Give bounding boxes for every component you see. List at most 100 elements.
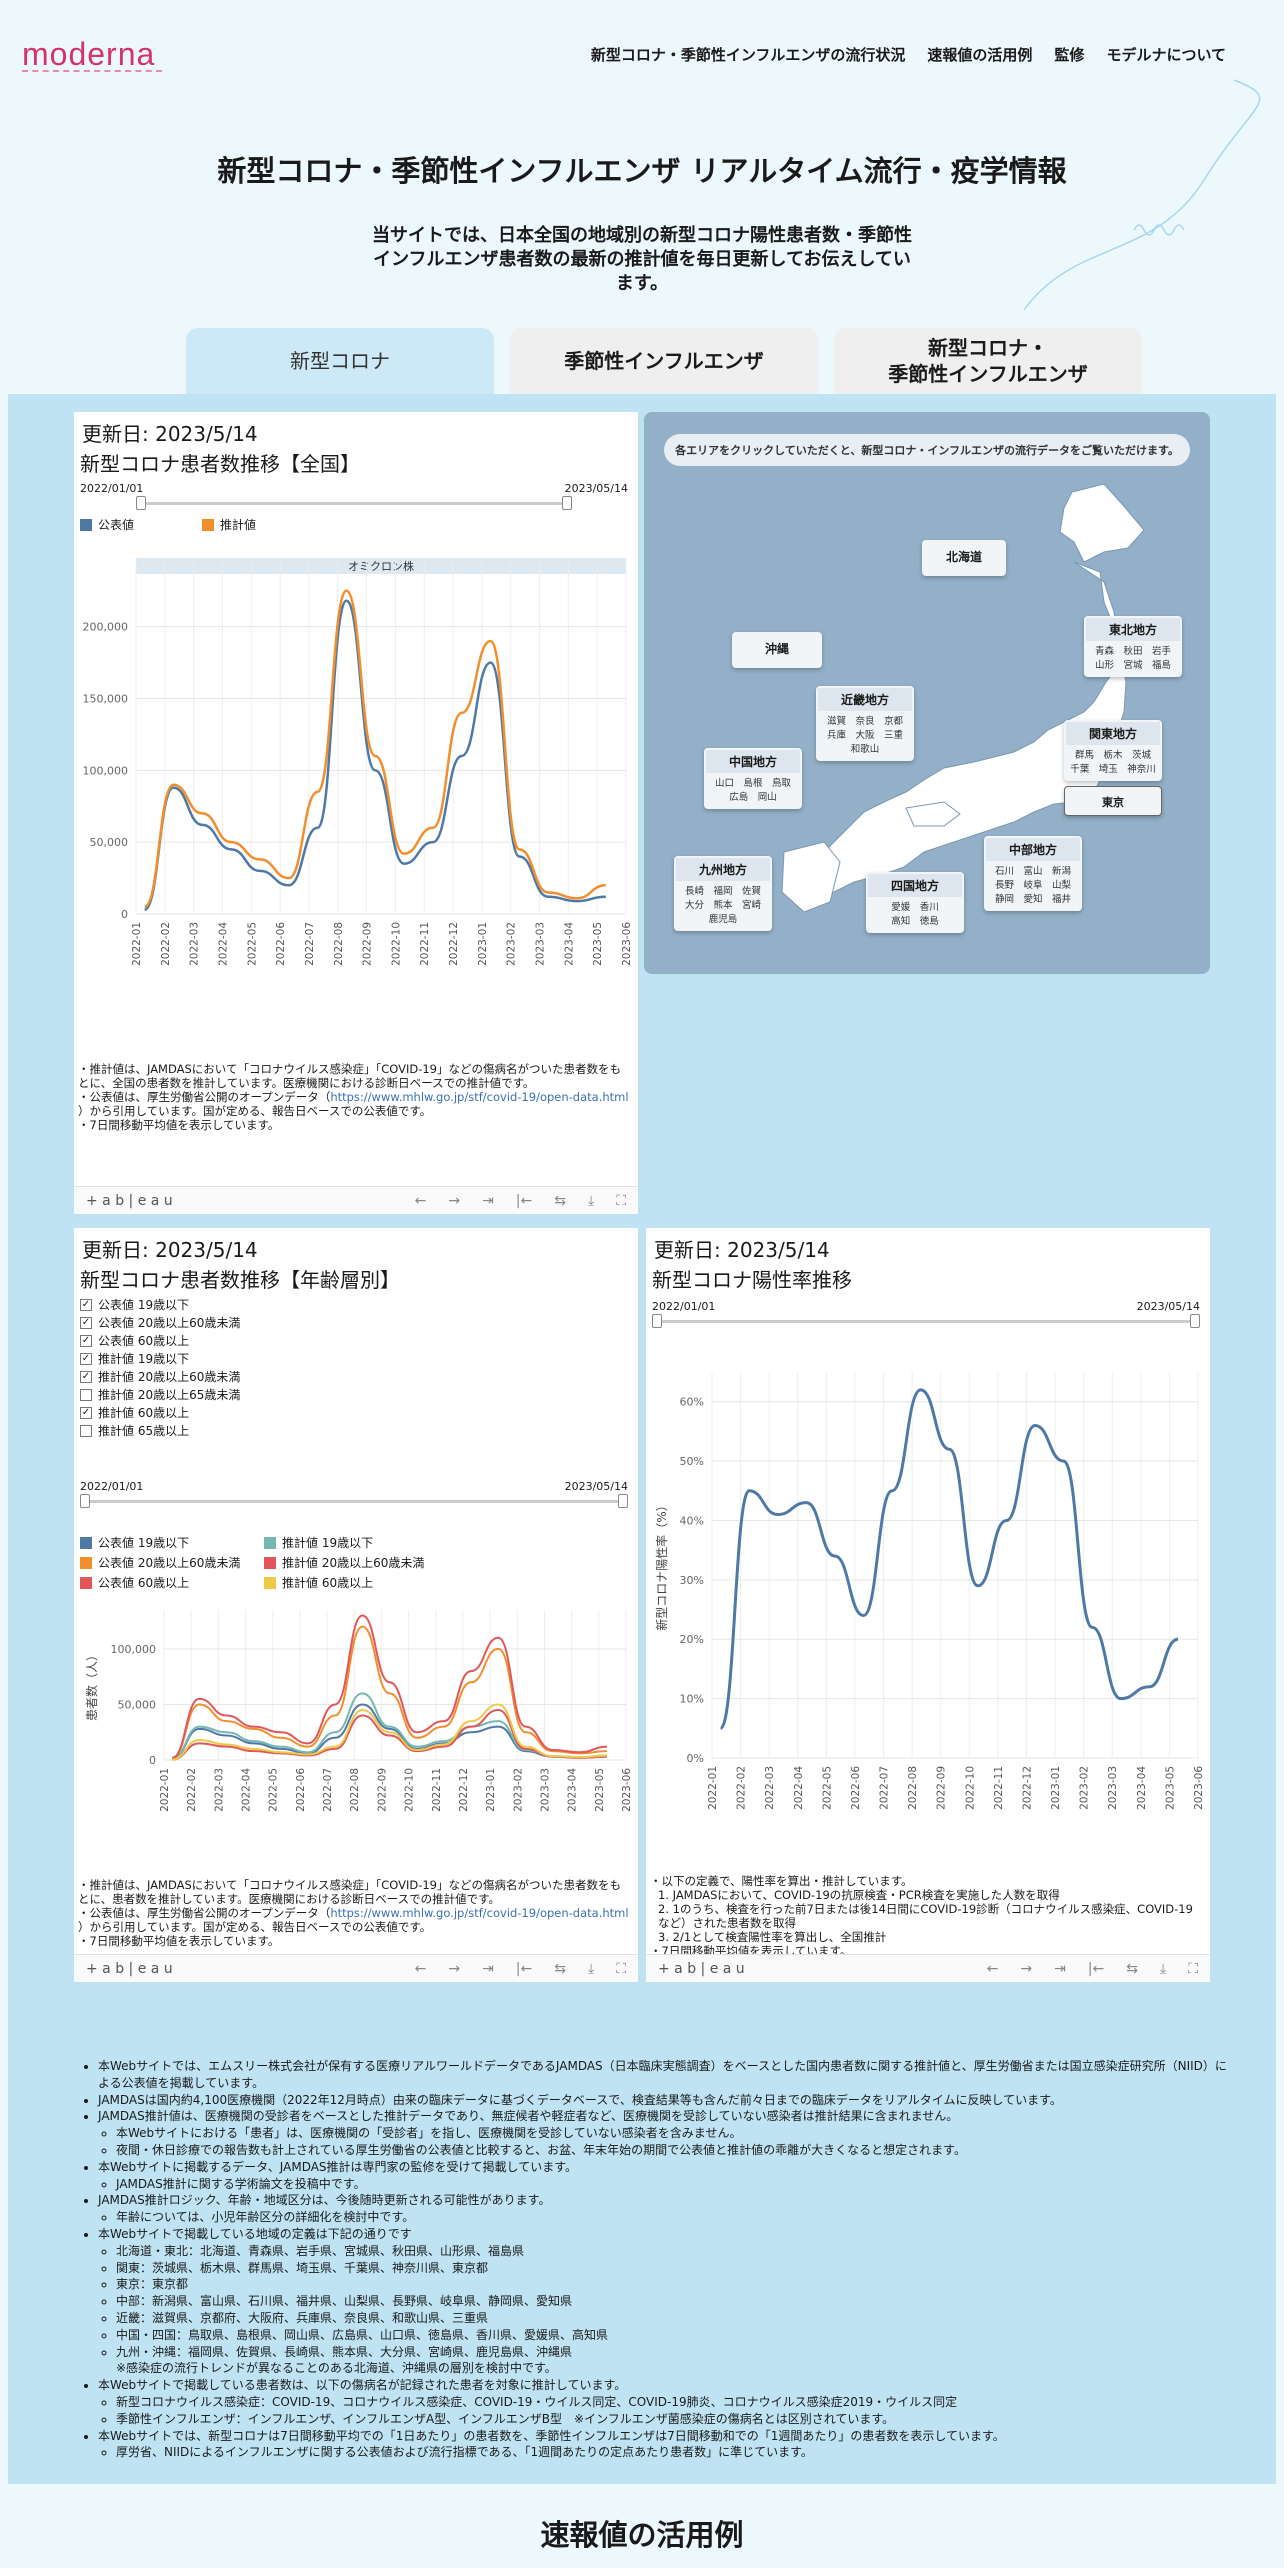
range-end: 2023/05/14 [564, 482, 628, 495]
y-tick-label: 0 [149, 1754, 156, 1767]
share-icon[interactable]: ⇆ [554, 1960, 566, 1977]
region-hokkaido[interactable]: 北海道 [922, 540, 1006, 576]
open-data-link[interactable]: https://www.mhlw.go.jp/stf/covid-19/open… [330, 1090, 629, 1104]
legend-item[interactable]: 推計値 20歳以上60歳未満 [264, 1554, 424, 1571]
region-kyushu[interactable]: 九州地方 長崎 福岡 佐賀 大分 熊本 宮崎 鹿児島 [674, 856, 772, 931]
redo-icon[interactable]: → [448, 1192, 461, 1209]
revert-icon[interactable]: ⇥ [482, 1960, 494, 1977]
info-text: JAMDASは国内約4,100医療機関（2022年12月時点）由来の臨床データに… [98, 2092, 1062, 2107]
date-range-slider[interactable]: 2022/01/01 2023/05/14 [80, 482, 628, 508]
series-checkbox[interactable]: 推計値 65歳以上 [80, 1422, 240, 1440]
nav-item-trends[interactable]: 新型コロナ・季節性インフルエンザの流行状況 [590, 46, 906, 64]
slider-track [652, 1320, 1200, 1323]
open-data-link[interactable]: https://www.mhlw.go.jp/stf/covid-19/open… [330, 1906, 629, 1920]
legend-item[interactable]: 推計値 19歳以下 [264, 1534, 373, 1551]
info-subitem: 年齢については、小児年齢区分の詳細化を検討中です。 [116, 2209, 1232, 2226]
x-tick-label: 2022-07 [322, 1768, 334, 1812]
undo-icon[interactable]: ← [414, 1192, 427, 1209]
slider-handle-start[interactable] [136, 496, 146, 510]
info-text: JAMDAS推計値は、医療機関の受診者をベースとした推計データであり、無症候者や… [98, 2109, 959, 2124]
nav-item-about[interactable]: モデルナについて [1106, 46, 1226, 64]
series-checkbox[interactable]: ✓ 公表値 19歳以下 [80, 1296, 240, 1314]
tableau-logo[interactable]: + a b | e a u [658, 1960, 745, 1977]
download-icon[interactable]: ⤓ [1159, 1960, 1167, 1977]
tableau-logo[interactable]: + a b | e a u [86, 1960, 173, 1977]
x-tick-label: 2022-12 [458, 1768, 470, 1812]
x-tick-label: 2022-10 [390, 922, 402, 966]
pause-icon[interactable]: |← [1087, 1960, 1105, 1977]
x-tick-label: 2023-02 [506, 922, 518, 966]
legend-item[interactable]: 公表値 19歳以下 [80, 1534, 189, 1551]
series-checkbox[interactable]: ✓ 推計値 20歳以上60歳未満 [80, 1368, 240, 1386]
region-chugoku[interactable]: 中国地方 山口 島根 鳥取 広島 岡山 [704, 748, 802, 809]
tableau-logo[interactable]: + a b | e a u [86, 1192, 173, 1209]
share-icon[interactable]: ⇆ [1126, 1960, 1138, 1977]
x-tick-label: 2023-01 [1050, 1766, 1062, 1810]
info-subitem: 九州・沖縄：福岡県、佐賀県、長崎県、熊本県、大分県、宮崎県、鹿児島県、沖縄県 [116, 2344, 1232, 2361]
series-line [171, 1692, 607, 1761]
fullscreen-icon[interactable]: ⛶ [616, 1192, 626, 1209]
tableau-toolbar: + a b | e a u ← → ⇥ |← ⇆ ⤓ ⛶ [646, 1954, 1210, 1982]
pause-icon[interactable]: |← [515, 1192, 533, 1209]
series-checkbox[interactable]: ✓ 公表値 20歳以上60歳未満 [80, 1314, 240, 1332]
region-okinawa[interactable]: 沖縄 [732, 632, 822, 668]
legend-public[interactable]: 公表値 [80, 516, 134, 533]
slider-handle-start[interactable] [652, 1314, 662, 1328]
x-tick-label: 2022-04 [217, 922, 229, 966]
series-checkbox[interactable]: ✓ 推計値 19歳以下 [80, 1350, 240, 1368]
tab-covid-influenza[interactable]: 新型コロナ・ 季節性インフルエンザ [834, 328, 1142, 394]
tab-influenza[interactable]: 季節性インフルエンザ [510, 328, 818, 394]
revert-icon[interactable]: ⇥ [482, 1192, 494, 1209]
region-kinki[interactable]: 近畿地方 滋賀 奈良 京都 兵庫 大阪 三重 和歌山 [816, 686, 914, 761]
date-range-slider[interactable]: 2022/01/01 2023/05/14 [80, 1480, 628, 1508]
region-kanto[interactable]: 関東地方 群馬 栃木 茨城 千葉 埼玉 神奈川 [1064, 720, 1162, 781]
region-shikoku[interactable]: 四国地方 愛媛 香川 高知 徳島 [866, 872, 964, 933]
y-tick-label: 200,000 [83, 621, 129, 634]
revert-icon[interactable]: ⇥ [1054, 1960, 1066, 1977]
checked-icon: ✓ [80, 1299, 92, 1311]
moderna-logo[interactable]: moderna [22, 36, 156, 72]
note-line: ・推計値は、JAMDASにおいて「コロナウイルス感染症」「COVID-19」など… [78, 1062, 621, 1090]
fullscreen-icon[interactable]: ⛶ [1188, 1960, 1198, 1977]
info-subitem: JAMDAS推計に関する学術論文を投稿中です。 [116, 2176, 1232, 2193]
nav-item-supervision[interactable]: 監修 [1054, 46, 1085, 64]
x-tick-label: 2022-06 [295, 1768, 307, 1812]
slider-handle-end[interactable] [562, 496, 572, 510]
checkbox-label: 推計値 20歳以上60歳未満 [98, 1370, 241, 1384]
pause-icon[interactable]: |← [515, 1960, 533, 1977]
series-line [171, 1625, 607, 1760]
date-range-slider[interactable]: 2022/01/01 2023/05/14 [652, 1300, 1200, 1328]
slider-handle-end[interactable] [618, 1494, 628, 1508]
series-checkbox[interactable]: 推計値 20歳以上65歳未満 [80, 1386, 240, 1404]
undo-icon[interactable]: ← [986, 1960, 999, 1977]
tab-covid[interactable]: 新型コロナ [186, 328, 494, 394]
legend-estimate[interactable]: 推計値 [202, 516, 256, 533]
legend-item[interactable]: 推計値 60歳以上 [264, 1574, 373, 1591]
nav-item-usage[interactable]: 速報値の活用例 [927, 46, 1033, 64]
x-tick-label: 2023-02 [1079, 1766, 1091, 1810]
kyushu-shape [781, 841, 841, 913]
share-icon[interactable]: ⇆ [554, 1192, 566, 1209]
region-prefs: 青森 秋田 岩手 [1094, 646, 1171, 657]
redo-icon[interactable]: → [1020, 1960, 1033, 1977]
region-tokyo[interactable]: 東京 [1064, 786, 1162, 816]
panel-positivity: 更新日: 2023/5/14 新型コロナ陽性率推移 2022/01/01 202… [646, 1228, 1210, 1982]
region-chubu[interactable]: 中部地方 石川 富山 新潟 長野 岐阜 山梨 静岡 愛知 福井 [984, 836, 1082, 911]
chart-notes: ・以下の定義で、陽性率を算出・推計しています。 1. JAMDASにおいて、CO… [650, 1874, 1204, 1958]
series-checkbox[interactable]: ✓ 推計値 60歳以上 [80, 1404, 240, 1422]
download-icon[interactable]: ⤓ [587, 1192, 595, 1209]
x-tick-label: 2022-08 [907, 1766, 919, 1810]
series-checkbox[interactable]: ✓ 公表値 60歳以上 [80, 1332, 240, 1350]
legend-item[interactable]: 公表値 20歳以上60歳未満 [80, 1554, 240, 1571]
info-subitem: 厚労省、NIIDによるインフルエンザに関する公表値および流行指標である、「1週間… [116, 2444, 1232, 2461]
slider-handle-start[interactable] [80, 1494, 90, 1508]
redo-icon[interactable]: → [448, 1960, 461, 1977]
download-icon[interactable]: ⤓ [587, 1960, 595, 1977]
checkbox-label: 推計値 19歳以下 [98, 1352, 190, 1366]
region-name: 東京 [1102, 796, 1124, 809]
fullscreen-icon[interactable]: ⛶ [616, 1960, 626, 1977]
slider-handle-end[interactable] [1190, 1314, 1200, 1328]
undo-icon[interactable]: ← [414, 1960, 427, 1977]
legend-item[interactable]: 公表値 60歳以上 [80, 1574, 189, 1591]
region-tohoku[interactable]: 東北地方 青森 秋田 岩手 山形 宮城 福島 [1084, 616, 1182, 677]
